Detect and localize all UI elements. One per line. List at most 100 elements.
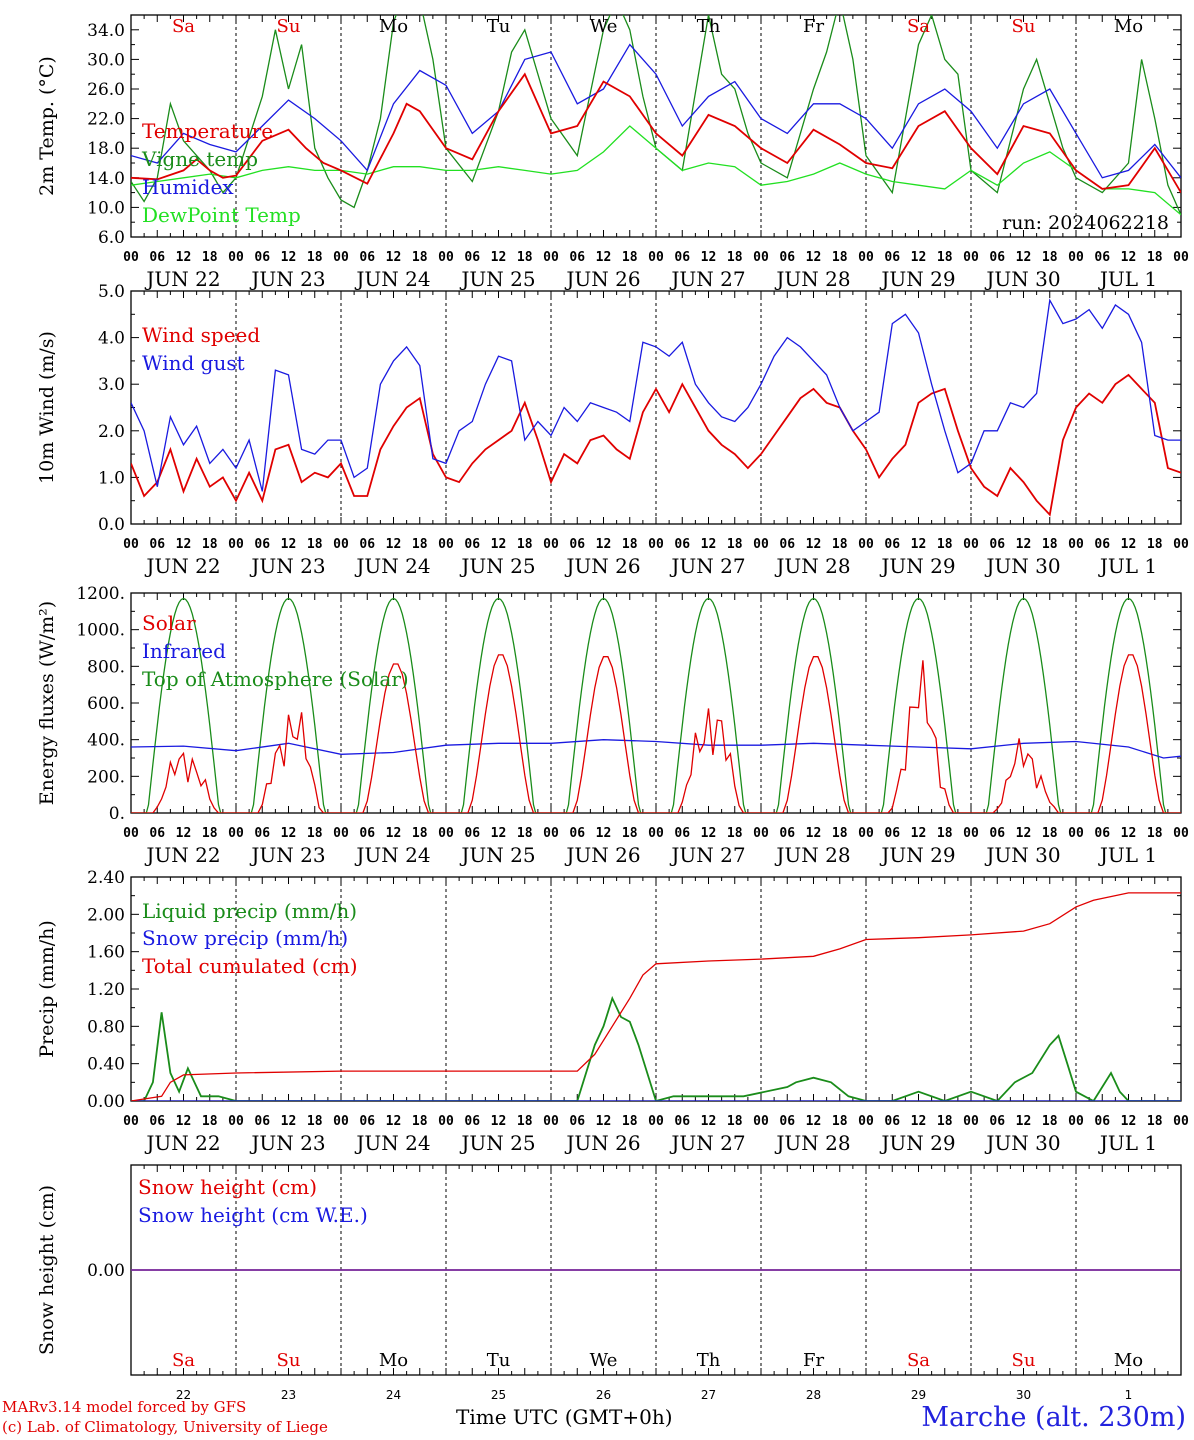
hour-tick-label: 06 [779,537,795,552]
hour-tick-label: 18 [622,250,638,265]
day-number-label: 29 [911,1388,926,1402]
hour-tick-label: 00 [543,826,559,841]
weekday-label: Sa [172,1350,195,1371]
hour-tick-label: 00 [123,1114,139,1129]
y-tick-label: 26.0 [87,80,125,100]
hour-tick-label: 18 [412,537,428,552]
date-label: JUN 23 [249,843,325,867]
date-label: JUN 25 [459,1131,535,1155]
y-tick-label: 800. [87,657,125,677]
hour-tick-label: 00 [333,537,349,552]
hour-tick-label: 18 [727,1114,743,1129]
hour-tick-label: 00 [648,537,664,552]
hour-tick-label: 06 [254,826,270,841]
hour-tick-label: 18 [517,250,533,265]
hour-tick-label: 06 [569,826,585,841]
hour-tick-label: 00 [963,1114,979,1129]
hour-tick-label: 18 [517,826,533,841]
hour-tick-label: 00 [1173,250,1189,265]
date-label: JUN 24 [354,554,430,578]
date-label: JUN 26 [564,554,640,578]
weekday-label: Mo [379,16,408,37]
hour-tick-label: 06 [674,826,690,841]
hour-tick-label: 18 [307,250,323,265]
hour-tick-label: 18 [937,826,953,841]
series-line-wind-gust [131,298,1181,492]
hour-tick-label: 00 [1068,537,1084,552]
time-axis-label: Time UTC (GMT+0h) [456,1405,673,1429]
hour-tick-label: 18 [412,1114,428,1129]
hour-tick-label: 12 [281,1114,297,1129]
hour-tick-label: 12 [1121,250,1137,265]
hour-tick-label: 12 [1121,826,1137,841]
hour-tick-label: 12 [176,1114,192,1129]
date-label: JUN 30 [984,267,1060,291]
hour-tick-label: 12 [491,250,507,265]
hour-tick-label: 00 [333,1114,349,1129]
hour-tick-label: 06 [779,1114,795,1129]
hour-tick-label: 18 [832,1114,848,1129]
date-label: JUN 24 [354,843,430,867]
y-tick-label: 0.80 [87,1017,125,1037]
series-line-humidex [131,43,1181,179]
hour-tick-label: 00 [333,250,349,265]
series-line-infrared [131,739,1181,759]
y-tick-label: 2.0 [98,422,125,442]
y-tick-label: 400. [87,731,125,751]
day-number-label: 28 [806,1388,821,1402]
hour-tick-label: 12 [701,1114,717,1129]
date-label: JUL 1 [1098,843,1157,867]
y-tick-label: 0.00 [87,1092,125,1112]
hour-tick-label: 18 [1042,537,1058,552]
y-tick-label: 1.20 [87,980,125,1000]
weekday-label: Sa [907,16,930,37]
hour-tick-label: 06 [149,250,165,265]
date-label: JUN 27 [669,267,745,291]
date-label: JUN 26 [564,1131,640,1155]
y-tick-label: 1000. [76,621,125,641]
hour-tick-label: 06 [569,537,585,552]
y-axis-label: 10m Wind (m/s) [36,331,58,484]
hour-tick-label: 12 [1016,826,1032,841]
hour-tick-label: 06 [674,1114,690,1129]
hour-tick-label: 18 [832,826,848,841]
hour-tick-label: 06 [149,537,165,552]
hour-tick-label: 18 [202,1114,218,1129]
hour-tick-label: 00 [753,1114,769,1129]
series-line-temperature [131,72,1181,194]
legend-entry: Wind speed [142,323,260,347]
hour-tick-label: 00 [1068,826,1084,841]
hour-tick-label: 06 [1094,1114,1110,1129]
hour-tick-label: 06 [464,1114,480,1129]
hour-tick-label: 00 [438,250,454,265]
hour-tick-label: 06 [674,250,690,265]
hour-tick-label: 06 [674,537,690,552]
hour-tick-label: 06 [254,1114,270,1129]
hour-tick-label: 00 [858,537,874,552]
station-name: Marche (alt. 230m) [921,1402,1186,1433]
hour-tick-label: 12 [806,250,822,265]
hour-tick-label: 18 [937,1114,953,1129]
date-label: JUN 28 [774,267,850,291]
hour-tick-label: 12 [806,537,822,552]
date-label: JUN 23 [249,1131,325,1155]
date-label: JUN 23 [249,267,325,291]
hour-tick-label: 00 [333,826,349,841]
legend-entry: Wind gust [142,351,245,375]
y-axis-label: Precip (mm/h) [36,920,58,1058]
date-label: JUN 24 [354,1131,430,1155]
date-label: JUN 27 [669,1131,745,1155]
weekday-label: Tu [487,16,511,37]
y-tick-label: 22.0 [87,110,125,130]
date-label: JUN 28 [774,554,850,578]
hour-tick-label: 06 [884,826,900,841]
date-label: JUN 26 [564,843,640,867]
legend-entry: Snow precip (mm/h) [142,926,348,950]
weekday-label: Su [277,1350,301,1371]
hour-tick-label: 06 [359,1114,375,1129]
hour-tick-label: 18 [517,537,533,552]
run-annotation: run: 2024062218 [1002,212,1169,234]
y-axis-label: Snow height (cm) [36,1185,58,1355]
hour-tick-label: 00 [1068,1114,1084,1129]
